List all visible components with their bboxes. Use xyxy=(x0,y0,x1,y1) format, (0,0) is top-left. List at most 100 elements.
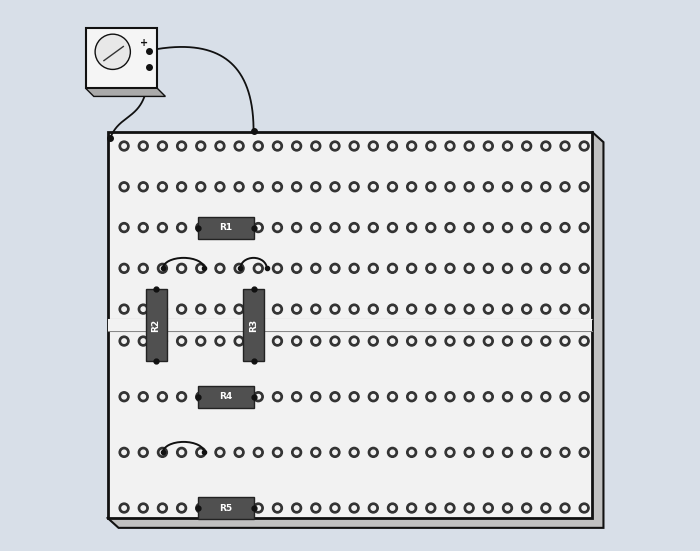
Circle shape xyxy=(484,263,494,273)
Circle shape xyxy=(428,144,433,148)
Circle shape xyxy=(544,395,548,399)
Circle shape xyxy=(484,447,494,457)
Circle shape xyxy=(467,266,471,271)
Circle shape xyxy=(218,225,222,230)
Circle shape xyxy=(428,506,433,510)
Circle shape xyxy=(272,223,282,233)
Circle shape xyxy=(314,395,318,399)
Circle shape xyxy=(218,339,222,343)
Circle shape xyxy=(407,503,416,513)
Circle shape xyxy=(352,185,356,189)
Circle shape xyxy=(160,450,164,455)
Circle shape xyxy=(388,336,398,346)
Circle shape xyxy=(218,395,222,399)
Circle shape xyxy=(524,266,529,271)
Circle shape xyxy=(237,395,242,399)
Circle shape xyxy=(368,503,378,513)
Circle shape xyxy=(560,141,570,151)
Circle shape xyxy=(272,447,282,457)
Bar xyxy=(199,497,253,519)
Circle shape xyxy=(563,339,567,343)
Circle shape xyxy=(563,144,567,148)
Circle shape xyxy=(119,263,129,273)
Circle shape xyxy=(368,304,378,314)
Circle shape xyxy=(505,266,510,271)
Circle shape xyxy=(234,503,244,513)
Circle shape xyxy=(141,225,146,230)
Circle shape xyxy=(332,395,337,399)
Circle shape xyxy=(563,395,567,399)
Circle shape xyxy=(292,336,302,346)
Circle shape xyxy=(218,307,222,311)
Circle shape xyxy=(141,339,146,343)
Circle shape xyxy=(215,304,225,314)
Circle shape xyxy=(311,447,321,457)
Circle shape xyxy=(349,182,359,192)
Circle shape xyxy=(332,450,337,455)
Circle shape xyxy=(275,185,280,189)
Circle shape xyxy=(349,503,359,513)
Circle shape xyxy=(426,182,436,192)
Circle shape xyxy=(541,392,551,402)
Circle shape xyxy=(119,392,129,402)
Circle shape xyxy=(234,447,244,457)
Circle shape xyxy=(256,144,260,148)
Polygon shape xyxy=(85,88,165,96)
Circle shape xyxy=(272,304,282,314)
Circle shape xyxy=(253,447,263,457)
Circle shape xyxy=(330,447,340,457)
Circle shape xyxy=(388,447,398,457)
Circle shape xyxy=(234,392,244,402)
Circle shape xyxy=(582,307,587,311)
Circle shape xyxy=(311,182,321,192)
Bar xyxy=(243,289,264,361)
Circle shape xyxy=(176,223,187,233)
Circle shape xyxy=(215,392,225,402)
Circle shape xyxy=(410,395,414,399)
Circle shape xyxy=(541,336,551,346)
Circle shape xyxy=(522,263,531,273)
Circle shape xyxy=(122,450,126,455)
Circle shape xyxy=(560,447,570,457)
Circle shape xyxy=(179,144,184,148)
Circle shape xyxy=(292,263,302,273)
Circle shape xyxy=(311,503,321,513)
Circle shape xyxy=(139,182,148,192)
Circle shape xyxy=(139,447,148,457)
Circle shape xyxy=(448,144,452,148)
Circle shape xyxy=(464,447,474,457)
Circle shape xyxy=(582,144,587,148)
Circle shape xyxy=(234,336,244,346)
Text: R4: R4 xyxy=(219,392,232,401)
Circle shape xyxy=(464,392,474,402)
Circle shape xyxy=(215,223,225,233)
Circle shape xyxy=(330,503,340,513)
Circle shape xyxy=(122,225,126,230)
Circle shape xyxy=(505,185,510,189)
Circle shape xyxy=(256,339,260,343)
Circle shape xyxy=(139,304,148,314)
Circle shape xyxy=(275,339,280,343)
Circle shape xyxy=(368,182,378,192)
Circle shape xyxy=(464,503,474,513)
Circle shape xyxy=(256,266,260,271)
Circle shape xyxy=(579,392,589,402)
Circle shape xyxy=(579,336,589,346)
Circle shape xyxy=(448,506,452,510)
Circle shape xyxy=(160,185,164,189)
Circle shape xyxy=(486,225,491,230)
Circle shape xyxy=(272,392,282,402)
Circle shape xyxy=(426,304,436,314)
Circle shape xyxy=(160,506,164,510)
Circle shape xyxy=(484,223,494,233)
Circle shape xyxy=(368,263,378,273)
Circle shape xyxy=(179,450,184,455)
Circle shape xyxy=(524,506,529,510)
Circle shape xyxy=(295,225,299,230)
Circle shape xyxy=(544,339,548,343)
Circle shape xyxy=(256,506,260,510)
Circle shape xyxy=(196,503,206,513)
Circle shape xyxy=(160,395,164,399)
Circle shape xyxy=(388,304,398,314)
Circle shape xyxy=(582,450,587,455)
